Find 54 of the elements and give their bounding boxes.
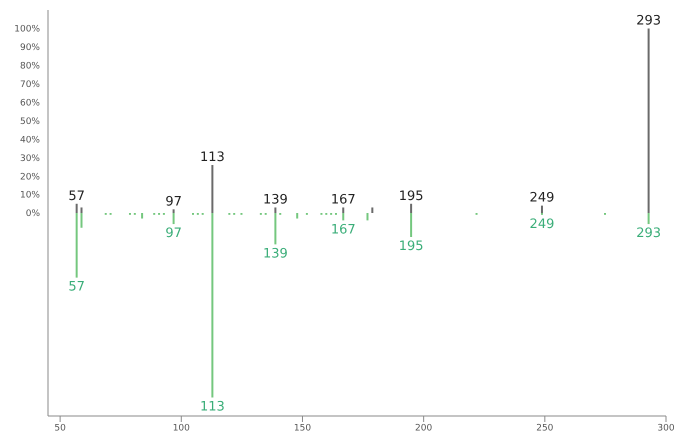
bar <box>76 204 78 213</box>
y-tick-label: 70% <box>20 80 40 90</box>
x-tick-label: 250 <box>536 423 554 434</box>
annotation: 167 <box>330 192 356 208</box>
bar <box>371 207 374 213</box>
annotation: 57 <box>68 280 85 295</box>
x-tick-label: 100 <box>172 423 190 434</box>
bar <box>342 207 344 213</box>
annotation: 293 <box>636 13 662 28</box>
y-tick-label: 80% <box>20 62 40 72</box>
bar <box>342 213 344 220</box>
y-tick-label: 0% <box>26 209 40 220</box>
x-tick-label: 300 <box>657 423 675 434</box>
bar <box>172 213 175 224</box>
y-tick-label: 50% <box>20 116 40 127</box>
y-tick-label: 90% <box>20 43 40 54</box>
annotation: 293 <box>636 226 662 242</box>
bar <box>274 213 276 244</box>
annotation: 195 <box>398 188 424 204</box>
bar <box>141 213 144 219</box>
bar <box>80 207 83 213</box>
annotation: 97 <box>165 194 182 210</box>
bar <box>410 213 412 237</box>
x-tick-label: 200 <box>415 423 433 434</box>
y-tick-label: 20% <box>20 172 40 182</box>
x-tick-label: 50 <box>54 423 66 434</box>
bar <box>648 213 650 224</box>
annotation: 139 <box>262 192 288 208</box>
y-tick-label: 30% <box>20 154 40 164</box>
y-tick-label: 100% <box>14 24 40 35</box>
annotation: 249 <box>530 216 554 232</box>
bar <box>211 213 214 398</box>
y-tick-label: 10% <box>20 190 40 201</box>
bar <box>274 207 276 213</box>
annotation: 97 <box>165 226 182 242</box>
annotation: 57 <box>68 188 85 204</box>
annotation: 113 <box>200 400 225 415</box>
bar <box>296 213 298 219</box>
bar <box>211 165 214 213</box>
annotation: 113 <box>200 150 225 166</box>
annotation: 139 <box>262 246 288 262</box>
annotation: 249 <box>530 190 554 206</box>
bar <box>540 206 543 213</box>
bar <box>172 209 175 213</box>
y-tick-label: 40% <box>20 135 40 146</box>
bar <box>366 213 368 220</box>
y-tick-label: 60% <box>20 98 40 108</box>
bar <box>410 204 412 213</box>
x-tick-label: 150 <box>294 423 312 434</box>
bar <box>76 213 78 278</box>
bar <box>80 213 83 228</box>
bar <box>648 28 650 213</box>
annotation: 167 <box>330 222 356 238</box>
annotation: 195 <box>398 238 424 254</box>
